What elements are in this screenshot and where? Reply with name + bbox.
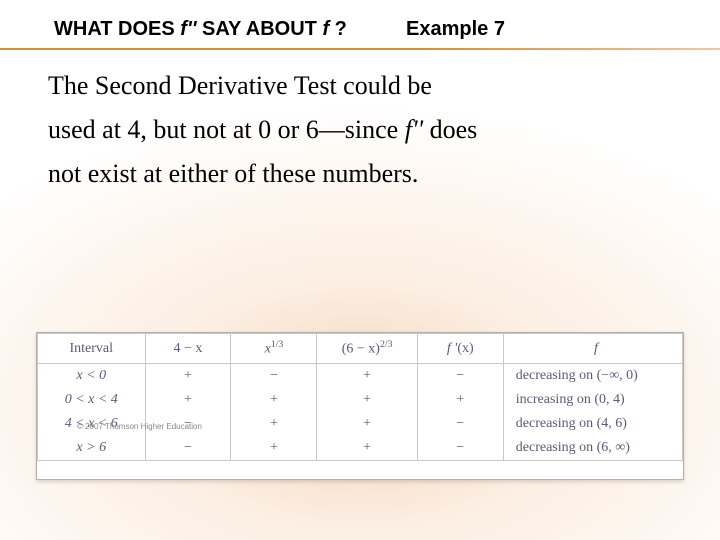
body-line3: not exist at either of these numbers. (48, 159, 418, 188)
cell-c2: + (231, 412, 317, 436)
cell-c4: − (417, 436, 503, 461)
header-underline (0, 48, 720, 50)
th-6mx23-base: (6 − x) (342, 342, 380, 357)
body-text: The Second Derivative Test could be used… (48, 64, 690, 197)
table-header-row: Interval 4 − x x1/3 (6 − x)2/3 f ′(x) f (38, 334, 683, 364)
table-body: x < 0 + − + − decreasing on (−∞, 0) 0 < … (38, 364, 683, 461)
cell-c3: + (317, 412, 417, 436)
cell-interval: 0 < x < 4 (38, 388, 146, 412)
cell-c1: + (145, 364, 231, 389)
cell-interval: x < 0 (38, 364, 146, 389)
cell-c3: + (317, 388, 417, 412)
th-x13-exp: 1/3 (271, 339, 284, 350)
th-fprime: f ′(x) (417, 334, 503, 364)
cell-interval: x > 6 (38, 436, 146, 461)
th-x13: x1/3 (231, 334, 317, 364)
cell-c4: + (417, 388, 503, 412)
cell-f: decreasing on (6, ∞) (503, 436, 682, 461)
table-row: x > 6 − + + − decreasing on (6, ∞) (38, 436, 683, 461)
sign-table-container: Interval 4 − x x1/3 (6 − x)2/3 f ′(x) f … (36, 332, 684, 480)
body-line1: The Second Derivative Test could be (48, 71, 432, 100)
cell-c4: − (417, 364, 503, 389)
cell-c3: + (317, 364, 417, 389)
header-prefix: WHAT DOES (54, 18, 180, 40)
table-row: x < 0 + − + − decreasing on (−∞, 0) (38, 364, 683, 389)
cell-f: decreasing on (4, 6) (503, 412, 682, 436)
cell-f: decreasing on (−∞, 0) (503, 364, 682, 389)
th-fprime-arg: (x) (457, 341, 473, 356)
header-title: WHAT DOES f'' SAY ABOUT f ? (54, 18, 347, 41)
table-row: 0 < x < 4 + + + + increasing on (0, 4) (38, 388, 683, 412)
copyright-text: © 2007 Thomson Higher Education (77, 422, 202, 431)
cell-c2: + (231, 388, 317, 412)
th-4minusx: 4 − x (145, 334, 231, 364)
th-fprime-f: f ′ (447, 341, 457, 356)
cell-c3: + (317, 436, 417, 461)
cell-c4: − (417, 412, 503, 436)
th-6mx23-exp: 2/3 (380, 339, 393, 350)
body-line2a: used at 4, but not at 0 or 6—since (48, 115, 405, 144)
body-line2b: does (423, 115, 477, 144)
th-f: f (503, 334, 682, 364)
header-q: ? (329, 18, 347, 40)
cell-f: increasing on (0, 4) (503, 388, 682, 412)
header-suffix: SAY ABOUT (196, 18, 322, 40)
cell-c1: + (145, 388, 231, 412)
cell-c1: − (145, 436, 231, 461)
cell-c2: − (231, 364, 317, 389)
header-fpp: f'' (180, 18, 196, 40)
cell-c2: + (231, 436, 317, 461)
th-6mx23: (6 − x)2/3 (317, 334, 417, 364)
example-label: Example 7 (406, 18, 505, 41)
sign-table: Interval 4 − x x1/3 (6 − x)2/3 f ′(x) f … (37, 333, 683, 461)
th-interval: Interval (38, 334, 146, 364)
body-fpp: f'' (405, 115, 423, 144)
